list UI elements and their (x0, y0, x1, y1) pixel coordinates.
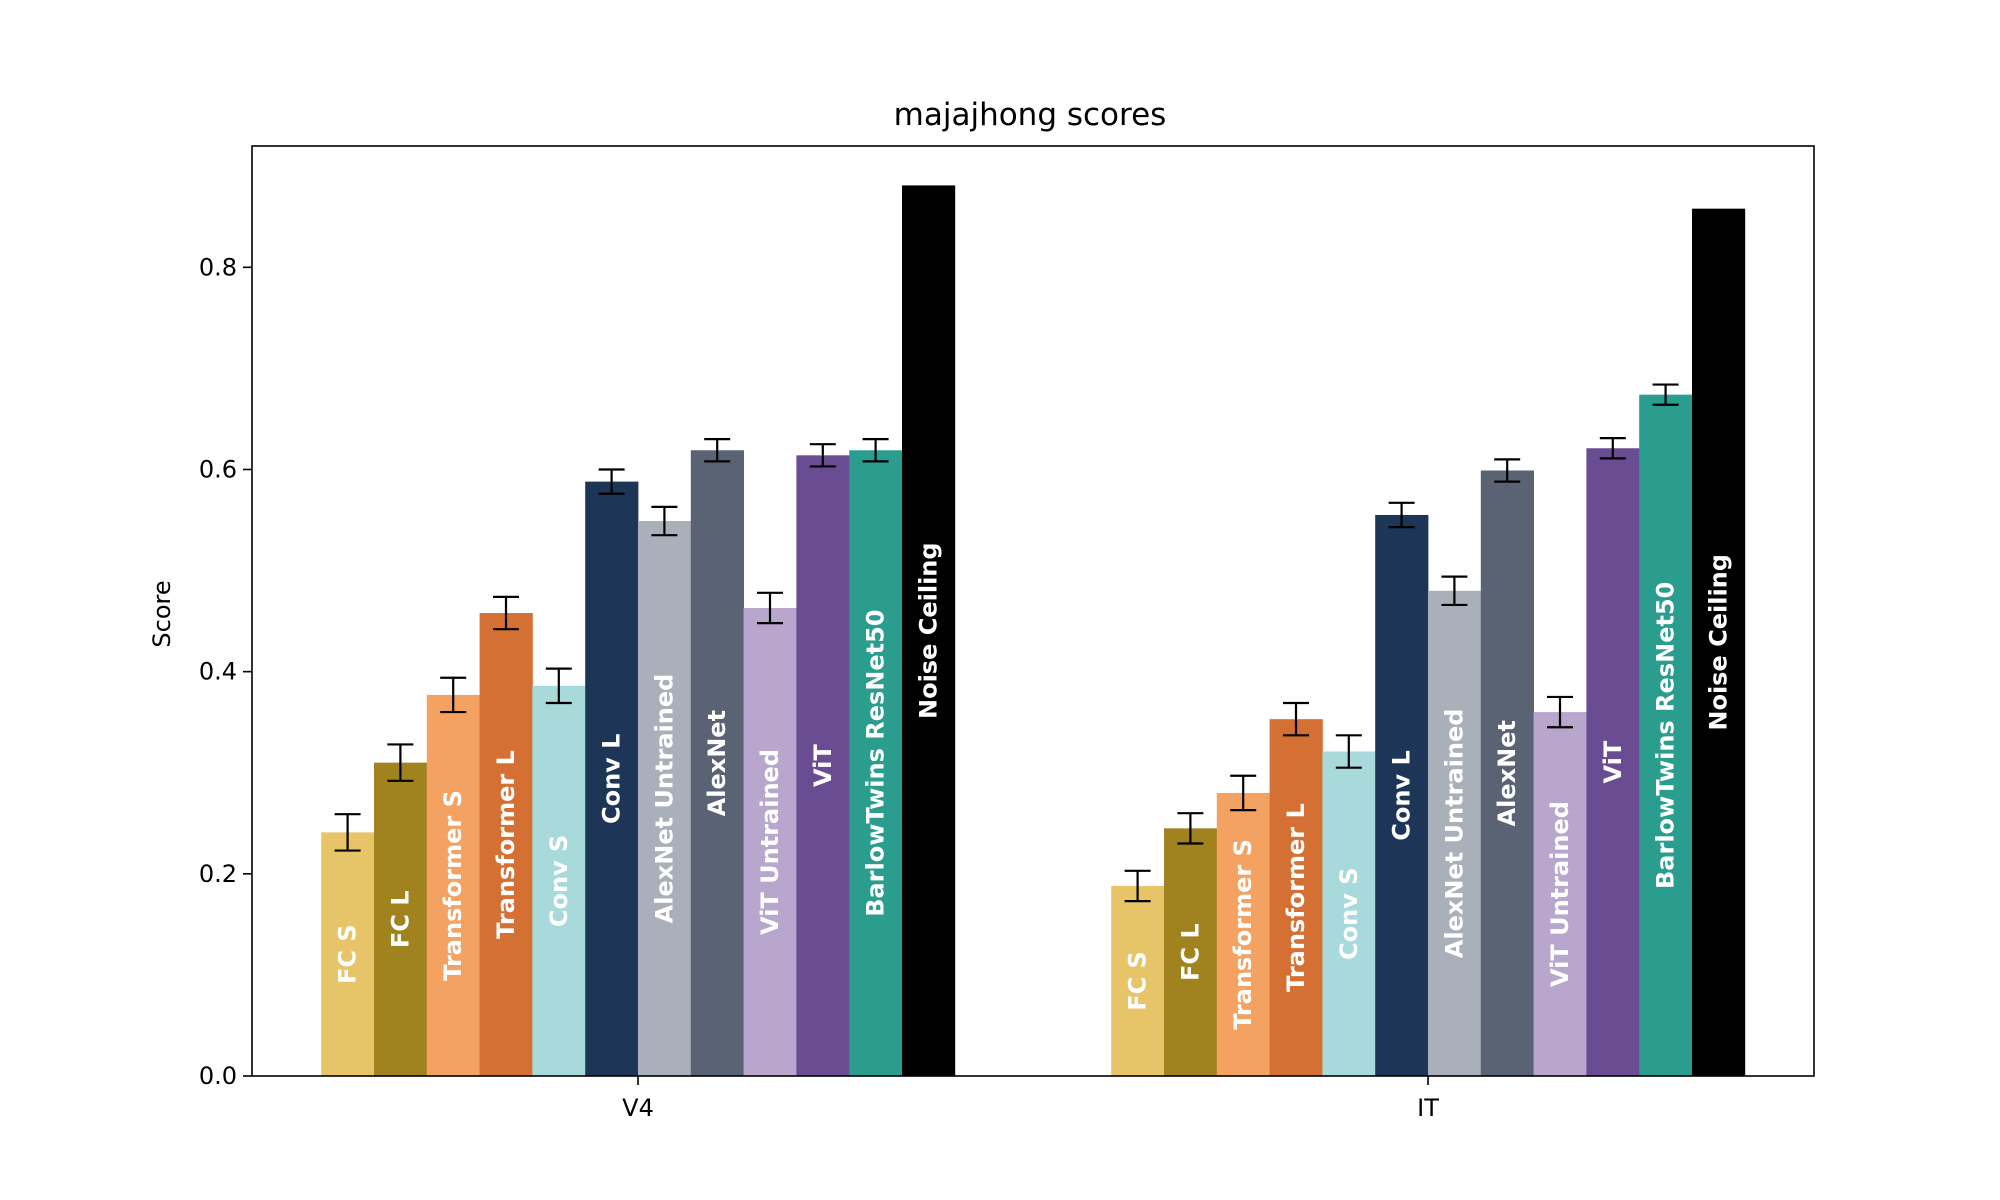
bar-barlowtwins-resnet50-v4 (849, 450, 903, 1076)
bar-label-fc-s: FC S (1124, 951, 1152, 1011)
bar-transformer-l-v4 (479, 613, 533, 1076)
x-tick-label-it: IT (1417, 1094, 1439, 1122)
bar-label-noise-ceiling: Noise Ceiling (1704, 554, 1732, 731)
bar-barlowtwins-resnet50-it (1639, 394, 1693, 1076)
bar-vit-v4 (796, 455, 850, 1077)
y-axis-label: Score (148, 580, 176, 647)
y-tick-label: 0.8 (199, 253, 237, 281)
bar-noise-ceiling-it (1692, 208, 1746, 1076)
bar-label-transformer-s: Transformer S (439, 790, 467, 981)
bar-label-barlowtwins-resnet50: BarlowTwins ResNet50 (862, 609, 890, 916)
bar-label-conv-l: Conv L (598, 734, 626, 824)
y-tick-label: 0.0 (199, 1062, 237, 1090)
ticks-layer: 0.0 0.2 0.4 0.6 0.8 V4 IT (199, 253, 1439, 1122)
bar-label-transformer-l: Transformer L (1282, 803, 1310, 992)
bar-fc-l-v4 (374, 762, 428, 1076)
x-tick-label-v4: V4 (622, 1094, 654, 1122)
bar-label-fc-s: FC S (334, 924, 362, 984)
bar-conv-s-it (1322, 751, 1376, 1076)
y-tick-label: 0.2 (199, 860, 237, 888)
bar-label-noise-ceiling: Noise Ceiling (914, 542, 942, 719)
bar-conv-l-it (1375, 514, 1429, 1076)
bar-alexnet-untrained-v4 (638, 521, 692, 1076)
bar-fc-s-v4 (321, 832, 375, 1076)
bar-transformer-s-v4 (426, 694, 480, 1076)
bar-transformer-l-it (1269, 719, 1323, 1076)
bar-label-conv-l: Conv L (1388, 750, 1416, 840)
y-tick-label: 0.6 (199, 455, 237, 483)
bar-label-barlowtwins-resnet50: BarlowTwins ResNet50 (1652, 582, 1680, 889)
bar-alexnet-untrained-it (1428, 590, 1482, 1076)
chart-title: majajhong scores (894, 97, 1167, 133)
bar-label-vit-untrained: ViT Untrained (756, 749, 784, 935)
bar-label-transformer-s: Transformer S (1229, 839, 1257, 1030)
bar-label-alexnet-untrained: AlexNet Untrained (650, 674, 678, 924)
bar-alexnet-it (1480, 470, 1534, 1076)
bar-transformer-s-it (1216, 792, 1270, 1076)
bar-fc-l-it (1164, 828, 1218, 1076)
bars-layer: FC S FC L Transformer S Transformer L Conv S… (321, 185, 1746, 1077)
y-tick-label: 0.4 (199, 658, 237, 686)
bar-label-alexnet: AlexNet (703, 710, 731, 816)
bar-label-vit-untrained: ViT Untrained (1546, 801, 1574, 987)
bar-vit-untrained-v4 (743, 607, 797, 1076)
bar-label-vit: ViT (1599, 740, 1627, 783)
bar-label-conv-s: Conv S (1335, 868, 1363, 960)
bar-vit-it (1586, 448, 1640, 1076)
bar-fc-s-it (1111, 885, 1165, 1076)
bar-label-conv-s: Conv S (545, 835, 573, 927)
bar-label-transformer-l: Transformer L (492, 750, 520, 939)
bar-label-fc-l: FC L (386, 890, 414, 948)
bar-label-alexnet-untrained: AlexNet Untrained (1440, 709, 1468, 959)
bar-conv-l-v4 (585, 481, 639, 1076)
bar-label-fc-l: FC L (1176, 923, 1204, 981)
bar-label-vit: ViT (809, 744, 837, 787)
plot-frame (251, 145, 1815, 1077)
bar-noise-ceiling-v4 (902, 185, 956, 1076)
bar-label-alexnet: AlexNet (1493, 720, 1521, 826)
bar-vit-untrained-it (1533, 712, 1587, 1076)
bar-alexnet-v4 (690, 450, 744, 1076)
bar-conv-s-v4 (532, 685, 586, 1076)
